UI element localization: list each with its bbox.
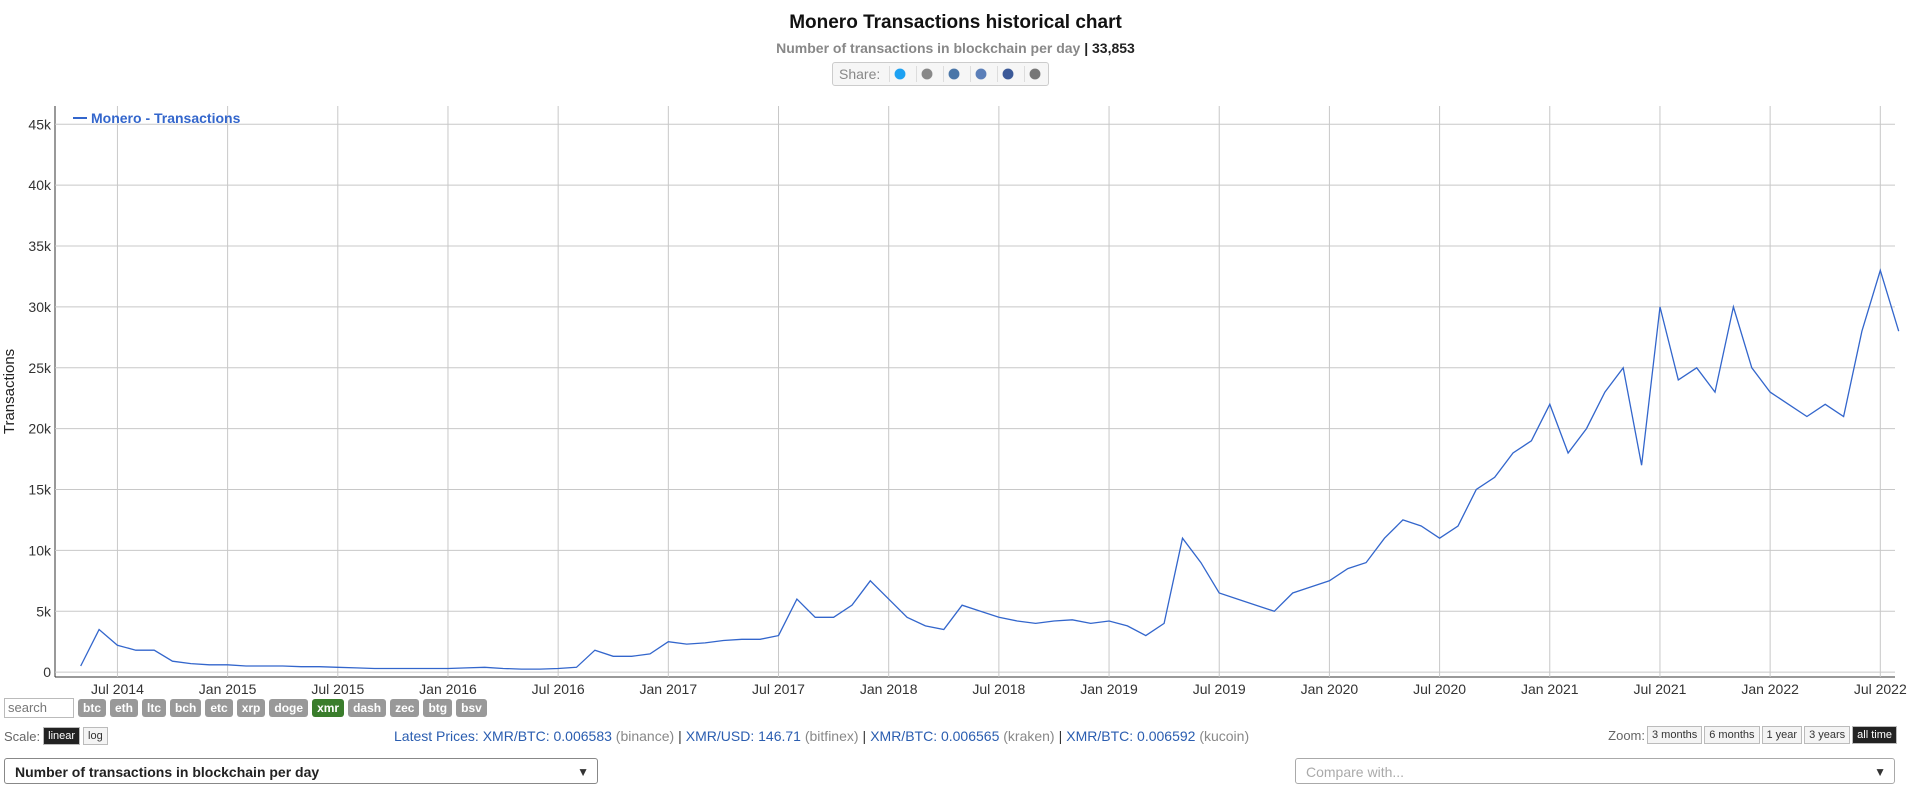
- coin-button[interactable]: eth: [110, 699, 138, 717]
- subtitle-text: Number of transactions in blockchain per…: [776, 40, 1081, 56]
- y-tick-label: 15k: [28, 482, 52, 498]
- y-tick-label: 20k: [28, 421, 52, 437]
- coin-button[interactable]: btc: [78, 699, 106, 717]
- scale-button[interactable]: linear: [43, 727, 81, 745]
- share-facebook[interactable]: [997, 66, 1019, 82]
- x-tick-label: Jul 2015: [311, 681, 364, 697]
- share-like[interactable]: [970, 66, 992, 82]
- zoom-button[interactable]: 6 months: [1704, 726, 1760, 744]
- compare-select[interactable]: Compare with... ▼: [1295, 758, 1895, 784]
- coin-bar: search btc eth ltc bch etc xrp doge xmr dash zec bt…: [4, 698, 487, 718]
- legend-label: Monero - Transactions: [91, 110, 241, 126]
- y-tick-label: 25k: [28, 360, 52, 376]
- price-source: (kucoin): [1199, 728, 1250, 744]
- x-tick-label: Jan 2021: [1521, 681, 1579, 697]
- price-separator: |: [678, 728, 682, 744]
- y-tick-label: 35k: [28, 238, 52, 254]
- x-tick-label: Jan 2015: [199, 681, 257, 697]
- price-source: (binance): [615, 728, 675, 744]
- y-tick-label: 45k: [28, 116, 52, 132]
- subtitle: Number of transactions in blockchain per…: [0, 40, 1911, 56]
- metric-select[interactable]: Number of transactions in blockchain per…: [4, 758, 598, 784]
- x-tick-label: Jul 2019: [1193, 681, 1246, 697]
- chart: 0 5k 10k 15k 20k 25k 30k 35k 40k 45k Jul 2014 Jan 2…: [1, 106, 1907, 697]
- coin-button[interactable]: xmr: [312, 699, 345, 717]
- zoom-bar: Zoom: 3 months 6 months 1 year 3 years all ti…: [1608, 726, 1897, 744]
- x-tick-label: Jul 2022: [1854, 681, 1907, 697]
- price-pair[interactable]: XMR/BTC: 0.006592: [1066, 728, 1196, 744]
- y-tick-label: 10k: [28, 542, 52, 558]
- coin-button[interactable]: dash: [348, 699, 387, 717]
- x-tick-label: Jul 2018: [972, 681, 1025, 697]
- coin-button[interactable]: ltc: [142, 699, 167, 717]
- latest-prices: Latest Prices: XMR/BTC: 0.006583 (binanc…: [394, 728, 1249, 744]
- x-tick-label: Jul 2017: [752, 681, 805, 697]
- x-tick-label: Jul 2016: [532, 681, 585, 697]
- share-vk[interactable]: [943, 66, 965, 82]
- x-tick-label: Jan 2017: [640, 681, 698, 697]
- coin-button[interactable]: bsv: [456, 699, 487, 717]
- page-title: Monero Transactions historical chart: [789, 12, 1122, 33]
- share-reddit[interactable]: [916, 66, 938, 82]
- zoom-button[interactable]: 3 years: [1804, 726, 1851, 744]
- subtitle-value: | 33,853: [1084, 40, 1135, 56]
- prices-label: Latest Prices:: [394, 728, 479, 744]
- y-tick-label: 5k: [36, 603, 52, 619]
- share-twitter[interactable]: [889, 66, 911, 82]
- x-tick-label: Jul 2014: [91, 681, 144, 697]
- coin-button[interactable]: bch: [170, 699, 202, 717]
- x-tick-label: Jul 2021: [1633, 681, 1686, 697]
- coin-button[interactable]: zec: [390, 699, 420, 717]
- x-tick-label: Jan 2020: [1301, 681, 1359, 697]
- price-separator: |: [1058, 728, 1063, 744]
- share-label: Share:: [839, 66, 881, 82]
- scale-label: Scale:: [4, 728, 41, 744]
- zoom-label: Zoom:: [1608, 727, 1645, 743]
- share-weibo[interactable]: [1024, 66, 1046, 82]
- y-tick-label: 0: [43, 664, 51, 680]
- share-bar: Share:: [832, 62, 1050, 86]
- x-tick-label: Jan 2019: [1080, 681, 1138, 697]
- x-tick-label: Jan 2022: [1741, 681, 1799, 697]
- search-box[interactable]: search: [4, 698, 74, 718]
- price-pair[interactable]: XMR/BTC: 0.006565: [870, 728, 1000, 744]
- zoom-button[interactable]: 1 year: [1761, 726, 1803, 744]
- zoom-button[interactable]: all time: [1852, 726, 1897, 744]
- y-axis-label: Transactions: [1, 349, 18, 434]
- price-pair[interactable]: XMR/USD: 146.71: [685, 728, 801, 744]
- metric-select-text: Number of transactions in blockchain per…: [15, 764, 320, 780]
- price-source: (kraken): [1003, 728, 1055, 744]
- y-tick-label: 40k: [28, 177, 52, 193]
- scale-button[interactable]: log: [83, 727, 108, 745]
- coin-button[interactable]: etc: [205, 699, 233, 717]
- price-source: (bitfinex): [804, 728, 859, 744]
- price-separator: |: [862, 728, 867, 744]
- x-tick-label: Jan 2016: [419, 681, 477, 697]
- data-line: [80, 268, 1900, 670]
- y-tick-label: 30k: [28, 299, 52, 315]
- scale-bar: Scale: linear log: [4, 727, 108, 745]
- zoom-button[interactable]: 3 months: [1647, 726, 1703, 744]
- coin-button[interactable]: xrp: [236, 699, 266, 717]
- x-tick-label: Jul 2020: [1413, 681, 1466, 697]
- coin-button[interactable]: doge: [269, 699, 309, 717]
- coin-button[interactable]: btg: [423, 699, 453, 717]
- price-pair[interactable]: XMR/BTC: 0.006583: [482, 728, 612, 744]
- compare-select-text: Compare with...: [1306, 764, 1405, 780]
- x-tick-label: Jan 2018: [860, 681, 918, 697]
